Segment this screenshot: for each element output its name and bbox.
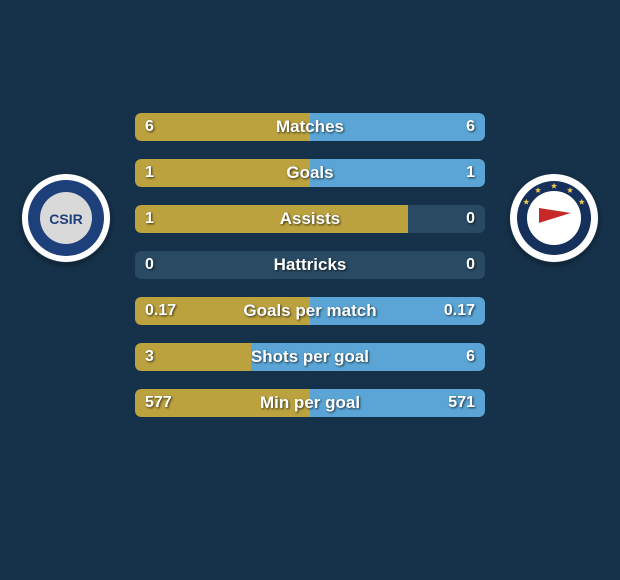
stat-value-right: 0 xyxy=(466,210,475,228)
stat-value-right: 571 xyxy=(448,394,475,412)
stat-label: Hattricks xyxy=(135,255,485,275)
left-club-crest-icon: CSIR xyxy=(21,173,111,263)
background xyxy=(0,0,620,580)
stat-label: Assists xyxy=(135,209,485,229)
stat-row: Assists1 0 xyxy=(135,205,485,233)
stat-row: Goals1 1 xyxy=(135,159,485,187)
stat-value-right: 6 xyxy=(466,118,475,136)
stat-label: Shots per goal xyxy=(135,347,485,367)
svg-text:CSIR: CSIR xyxy=(49,211,82,227)
stat-value-left: 577 xyxy=(145,394,172,412)
stat-value-left: 3 xyxy=(145,348,154,366)
stat-row: Min per goal577 571 xyxy=(135,389,485,417)
right-club-crest-icon xyxy=(509,173,599,263)
stat-label: Matches xyxy=(135,117,485,137)
stat-value-left: 0 xyxy=(145,256,154,274)
stat-row: Matches6 6 xyxy=(135,113,485,141)
stat-value-right: 0 xyxy=(466,256,475,274)
stat-value-right: 6 xyxy=(466,348,475,366)
stat-row: Goals per match0.17 0.17 xyxy=(135,297,485,325)
stat-value-right: 1 xyxy=(466,164,475,182)
stat-row: Shots per goal3 6 xyxy=(135,343,485,371)
stat-value-left: 0.17 xyxy=(145,302,176,320)
stat-label: Goals per match xyxy=(135,301,485,321)
stat-value-left: 6 xyxy=(145,118,154,136)
stat-label: Min per goal xyxy=(135,393,485,413)
left-club-badge: CSIR xyxy=(21,173,111,263)
stat-value-left: 1 xyxy=(145,164,154,182)
stat-value-right: 0.17 xyxy=(444,302,475,320)
stat-row: Hattricks0 0 xyxy=(135,251,485,279)
right-club-badge xyxy=(509,173,599,263)
stat-value-left: 1 xyxy=(145,210,154,228)
stat-label: Goals xyxy=(135,163,485,183)
